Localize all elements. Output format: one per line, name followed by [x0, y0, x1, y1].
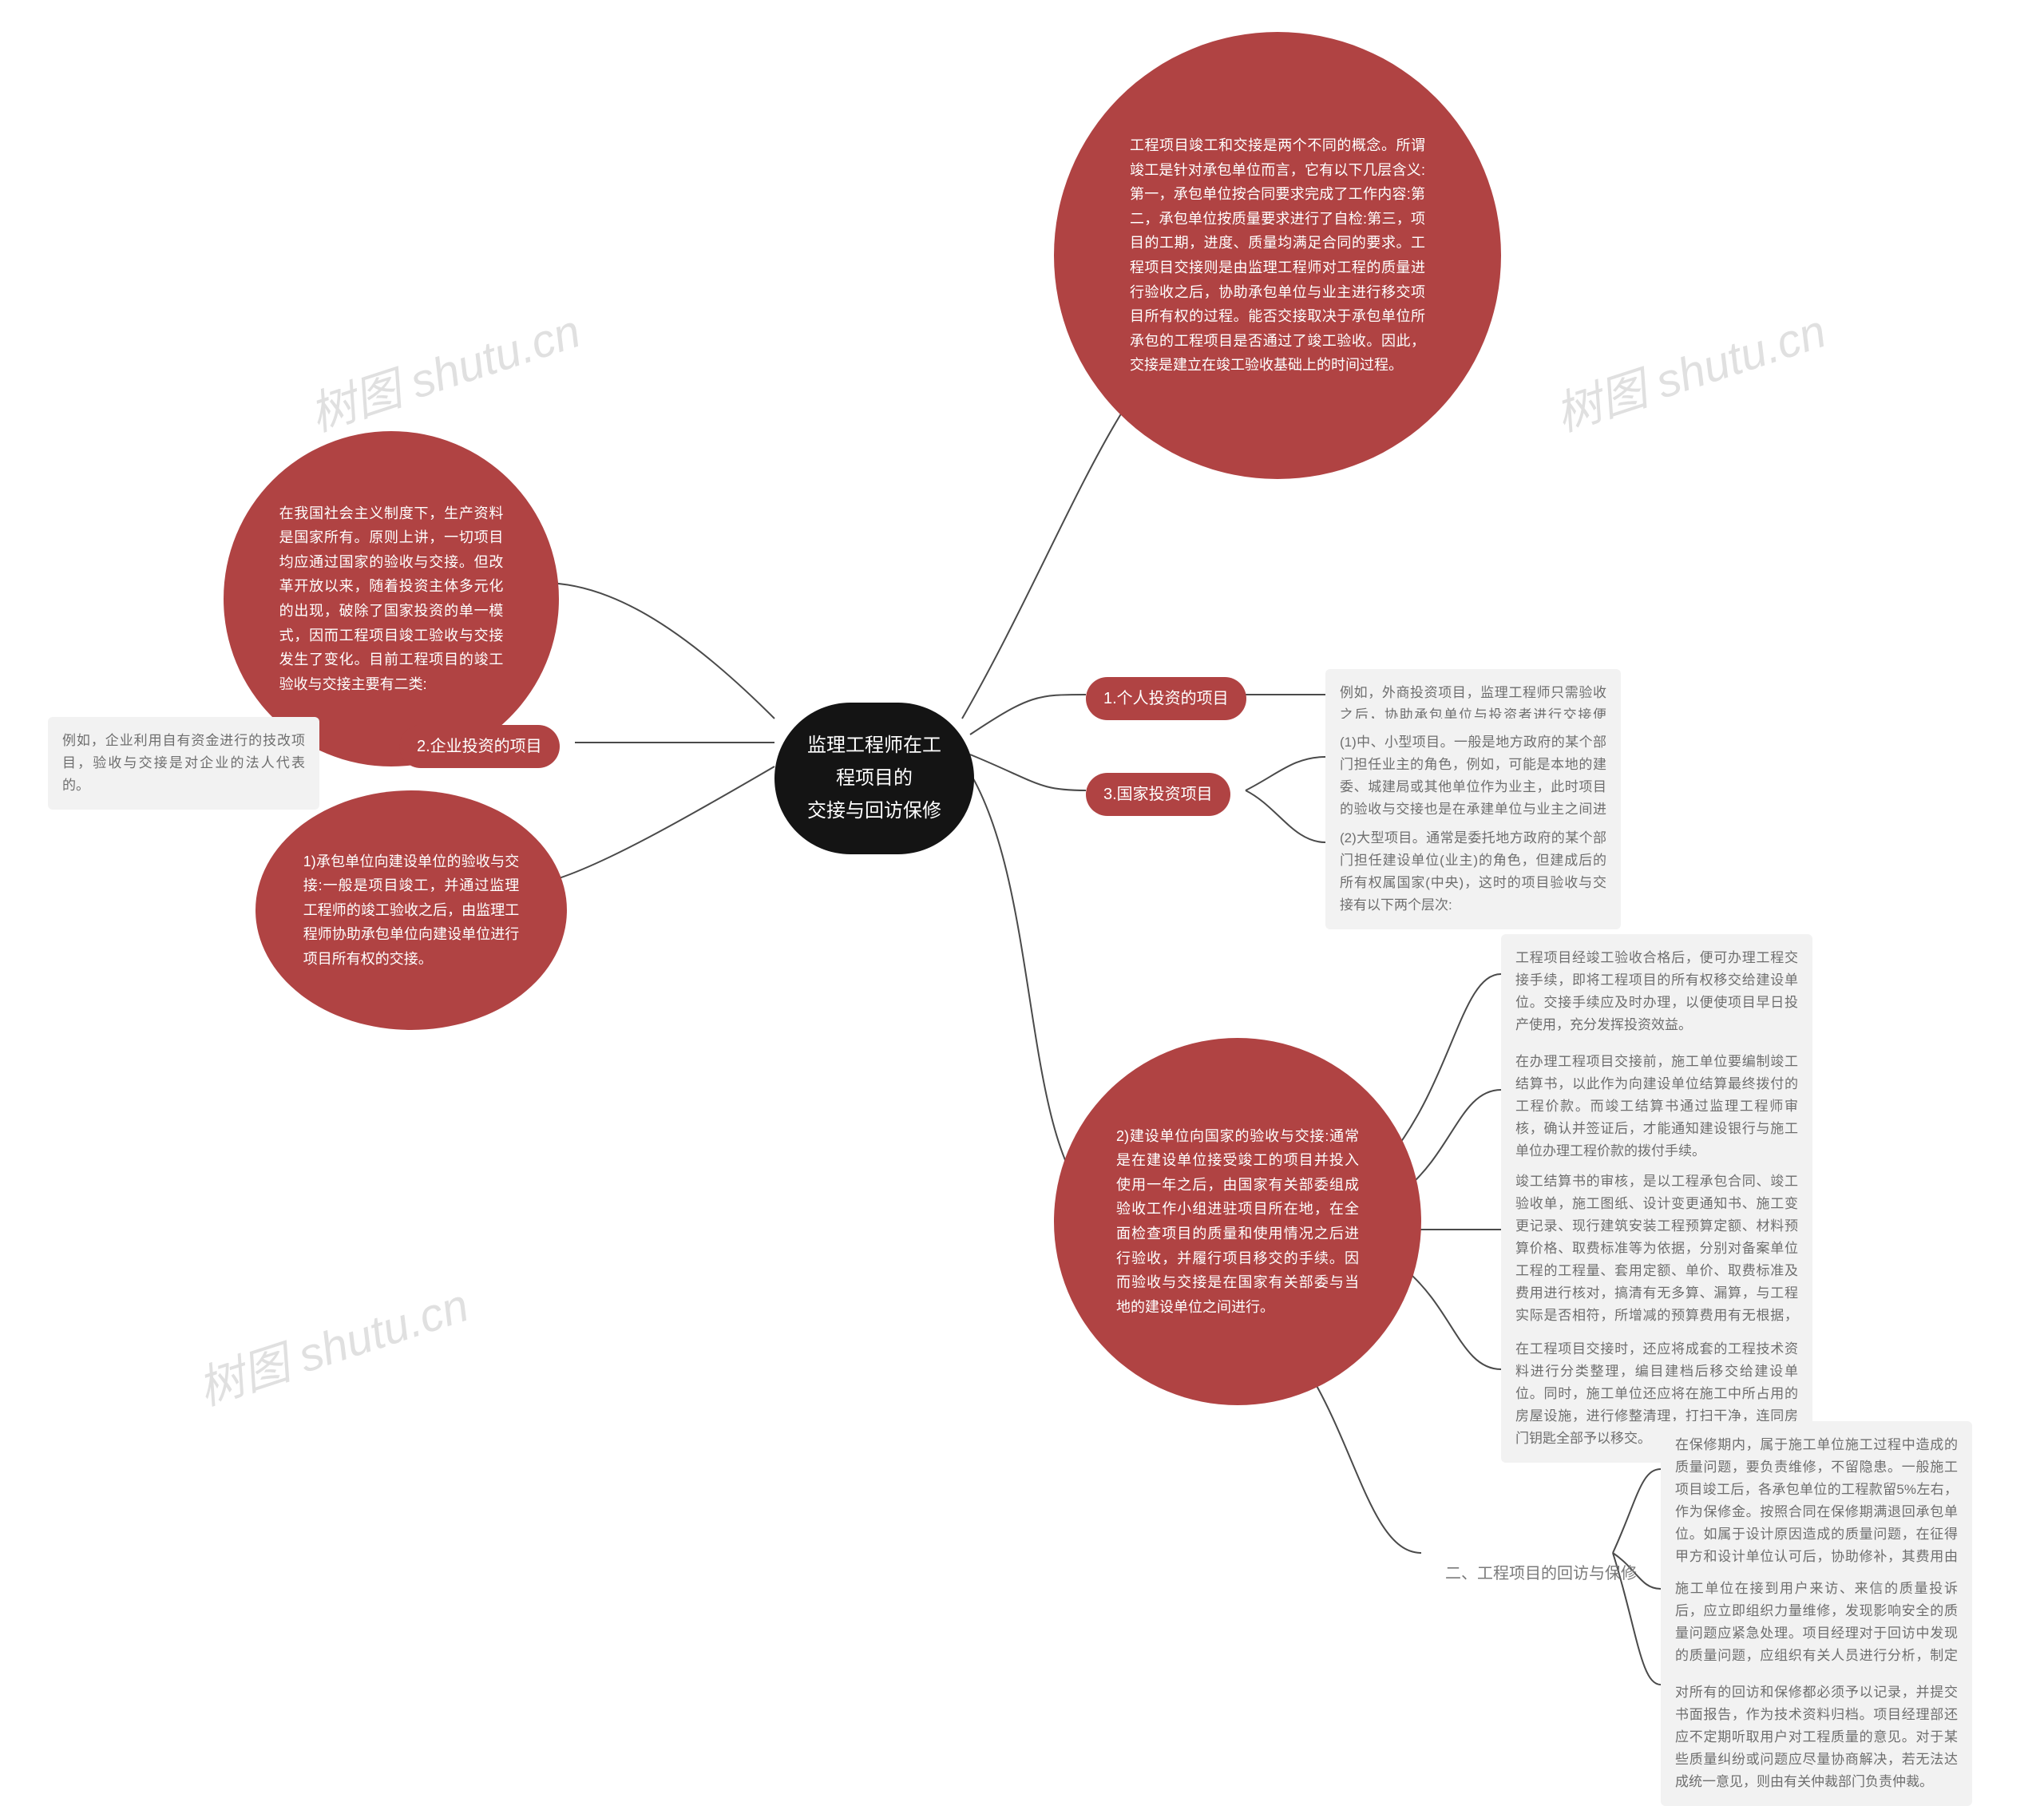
left-bubble-contractor[interactable]: 1)承包单位向建设单位的验收与交接:一般是项目竣工，并通过监理工程师的竣工验收之…: [256, 790, 567, 1030]
note-state-invest-b-text: (2)大型项目。通常是委托地方政府的某个部门担任建设单位(业主)的角色，但建成后…: [1340, 830, 1606, 913]
left-bubble-context[interactable]: 在我国社会主义制度下，生产资料是国家所有。原则上讲，一切项目均应通过国家的验收与…: [224, 431, 559, 766]
note-state-invest-b[interactable]: (2)大型项目。通常是委托地方政府的某个部门担任建设单位(业主)的角色，但建成后…: [1325, 814, 1621, 929]
pill-personal-invest[interactable]: 1.个人投资的项目: [1086, 677, 1246, 720]
note-handover-a[interactable]: 工程项目经竣工验收合格后，便可办理工程交接手续，即将工程项目的所有权移交给建设单…: [1501, 934, 1812, 1049]
note-enterprise-invest[interactable]: 例如，企业利用自有资金进行的技改项目，验收与交接是对企业的法人代表的。: [48, 717, 319, 810]
note-handover-c-text: 竣工结算书的审核，是以工程承包合同、竣工验收单，施工图纸、设计变更通知书、施工变…: [1515, 1174, 1798, 1345]
note-warranty-c-text: 对所有的回访和保修都必须予以记录，并提交书面报告，作为技术资料归档。项目经理部还…: [1675, 1685, 1958, 1789]
center-title-line2: 交接与回访保修: [806, 795, 942, 828]
watermark: 树图 shutu.cn: [188, 1268, 476, 1418]
left-bubble-context-text: 在我国社会主义制度下，生产资料是国家所有。原则上讲，一切项目均应通过国家的验收与…: [279, 501, 504, 697]
watermark: 树图 shutu.cn: [300, 294, 588, 444]
note-enterprise-invest-text: 例如，企业利用自有资金进行的技改项目，验收与交接是对企业的法人代表的。: [62, 733, 305, 793]
pill-state-invest[interactable]: 3.国家投资项目: [1086, 773, 1230, 816]
watermark: 树图 shutu.cn: [1546, 294, 1833, 444]
pill-state-invest-label: 3.国家投资项目: [1103, 786, 1213, 803]
pill-personal-invest-label: 1.个人投资的项目: [1103, 690, 1229, 707]
center-title-line1: 监理工程师在工程项目的: [806, 730, 942, 795]
mindmap-canvas: 树图 shutu.cn 树图 shutu.cn 树图 shutu.cn 树图 s…: [0, 0, 2044, 1760]
note-handover-b[interactable]: 在办理工程项目交接前，施工单位要编制竣工结算书，以此作为向建设单位结算最终拨付的…: [1501, 1038, 1812, 1175]
pill-enterprise-invest-label: 2.企业投资的项目: [417, 738, 542, 755]
left-bubble-contractor-text: 1)承包单位向建设单位的验收与交接:一般是项目竣工，并通过监理工程师的竣工验收之…: [303, 850, 520, 972]
label-revisit-warranty-text: 二、工程项目的回访与保修: [1445, 1565, 1637, 1582]
right-bubble-concept-text: 工程项目竣工和交接是两个不同的概念。所谓竣工是针对承包单位而言，它有以下几层含义…: [1130, 133, 1425, 378]
label-revisit-warranty[interactable]: 二、工程项目的回访与保修: [1421, 1541, 1661, 1606]
right-bubble-national-accept-text: 2)建设单位向国家的验收与交接:通常是在建设单位接受竣工的项目并投入使用一年之后…: [1116, 1124, 1359, 1320]
note-warranty-c[interactable]: 对所有的回访和保修都必须予以记录，并提交书面报告，作为技术资料归档。项目经理部还…: [1661, 1669, 1972, 1806]
center-topic[interactable]: 监理工程师在工程项目的 交接与回访保修: [774, 703, 974, 854]
pill-enterprise-invest[interactable]: 2.企业投资的项目: [399, 725, 560, 768]
right-bubble-national-accept[interactable]: 2)建设单位向国家的验收与交接:通常是在建设单位接受竣工的项目并投入使用一年之后…: [1054, 1038, 1421, 1405]
right-bubble-concept[interactable]: 工程项目竣工和交接是两个不同的概念。所谓竣工是针对承包单位而言，它有以下几层含义…: [1054, 32, 1501, 479]
note-handover-a-text: 工程项目经竣工验收合格后，便可办理工程交接手续，即将工程项目的所有权移交给建设单…: [1515, 950, 1798, 1032]
note-handover-b-text: 在办理工程项目交接前，施工单位要编制竣工结算书，以此作为向建设单位结算最终拨付的…: [1515, 1054, 1798, 1158]
